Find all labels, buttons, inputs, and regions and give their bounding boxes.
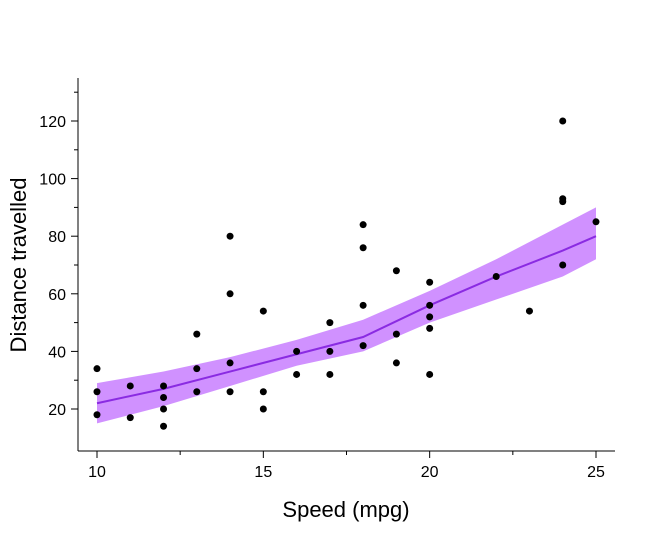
data-point bbox=[226, 232, 234, 240]
data-point bbox=[160, 405, 168, 413]
data-point bbox=[160, 422, 168, 430]
x-axis-title: Speed (mpg) bbox=[282, 497, 409, 522]
data-point bbox=[359, 301, 367, 309]
band-layer bbox=[97, 207, 596, 424]
data-point bbox=[293, 347, 301, 355]
data-point bbox=[126, 414, 134, 422]
data-point bbox=[559, 198, 567, 206]
data-point bbox=[326, 319, 334, 327]
data-point bbox=[559, 261, 567, 269]
data-point bbox=[93, 365, 101, 373]
y-tick-label: 60 bbox=[48, 287, 66, 304]
data-point bbox=[160, 382, 168, 390]
y-axis-title: Distance travelled bbox=[6, 178, 31, 353]
data-point bbox=[359, 342, 367, 350]
data-point bbox=[193, 365, 201, 373]
y-tick-label: 80 bbox=[48, 229, 66, 246]
data-point bbox=[359, 244, 367, 252]
data-point bbox=[359, 221, 367, 229]
data-point bbox=[93, 411, 101, 419]
x-tick-label: 25 bbox=[587, 464, 605, 481]
data-point bbox=[592, 218, 600, 226]
data-point bbox=[160, 393, 168, 401]
point-layer bbox=[93, 117, 600, 430]
data-point bbox=[226, 359, 234, 367]
data-point bbox=[426, 278, 434, 286]
data-point bbox=[126, 382, 134, 390]
data-point bbox=[492, 273, 500, 281]
x-tick-label: 10 bbox=[88, 464, 106, 481]
fitted-line bbox=[96, 235, 597, 405]
y-tick-label: 20 bbox=[48, 402, 66, 419]
data-point bbox=[426, 313, 434, 321]
data-point bbox=[93, 388, 101, 396]
data-point bbox=[259, 307, 267, 315]
data-point bbox=[392, 330, 400, 338]
data-point bbox=[326, 347, 334, 355]
line-layer bbox=[96, 235, 597, 405]
x-tick-label: 15 bbox=[254, 464, 272, 481]
data-point bbox=[259, 388, 267, 396]
data-point bbox=[392, 359, 400, 367]
data-point bbox=[226, 388, 234, 396]
data-point bbox=[426, 370, 434, 378]
data-point bbox=[193, 330, 201, 338]
y-tick-label: 120 bbox=[39, 114, 66, 131]
data-point bbox=[426, 301, 434, 309]
y-tick-label: 40 bbox=[48, 344, 66, 361]
y-tick-label: 100 bbox=[39, 172, 66, 189]
data-point bbox=[259, 405, 267, 413]
x-tick-label: 20 bbox=[421, 464, 439, 481]
axis-layer: 10 15 20 25 20 40 60 80 100 120 bbox=[39, 78, 615, 481]
data-point bbox=[293, 370, 301, 378]
data-point bbox=[559, 117, 567, 125]
confidence-band bbox=[97, 207, 596, 424]
data-point bbox=[326, 370, 334, 378]
data-point bbox=[392, 267, 400, 275]
data-point bbox=[525, 307, 533, 315]
data-point bbox=[193, 388, 201, 396]
data-point bbox=[226, 290, 234, 298]
data-point bbox=[426, 324, 434, 332]
